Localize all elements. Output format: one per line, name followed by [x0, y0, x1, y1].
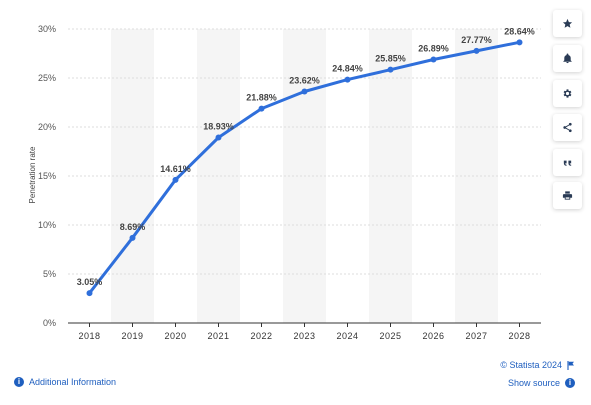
copyright-label: © Statista 2024 — [500, 360, 562, 370]
data-point — [301, 88, 308, 95]
x-tick-label: 2025 — [379, 331, 401, 341]
y-tick-label: 5% — [43, 269, 56, 279]
x-tick-label: 2027 — [465, 331, 487, 341]
y-axis-label: Penetration rate — [28, 146, 37, 203]
data-points — [86, 39, 523, 297]
x-tick-label: 2022 — [250, 331, 272, 341]
data-point — [516, 39, 523, 46]
x-axis-ticks: 2018 2019 2020 2021 2022 2023 2024 2025 2026 2027… — [78, 323, 530, 341]
flag-icon — [567, 360, 574, 370]
x-tick-label: 2023 — [293, 331, 315, 341]
info-icon: i — [565, 378, 575, 388]
share-icon — [563, 122, 572, 133]
notification-button[interactable] — [553, 45, 582, 72]
x-tick-label: 2021 — [207, 331, 229, 341]
additional-information-link[interactable]: i Additional Information — [14, 377, 116, 387]
y-tick-label: 25% — [38, 73, 56, 83]
data-label: 3.05% — [77, 277, 103, 287]
data-point — [129, 234, 136, 241]
favorite-button[interactable] — [553, 10, 582, 37]
data-label: 23.62% — [289, 76, 320, 86]
data-point — [430, 56, 437, 63]
quote-icon — [563, 160, 572, 166]
star-icon — [562, 18, 573, 28]
show-source-link[interactable]: Show source i — [508, 378, 575, 388]
data-label: 27.77% — [461, 35, 492, 45]
x-tick-label: 2028 — [508, 331, 530, 341]
data-label: 25.85% — [375, 54, 406, 64]
print-icon — [562, 191, 573, 200]
data-label: 8.69% — [120, 222, 146, 232]
data-label: 18.93% — [203, 121, 234, 131]
data-label: 24.84% — [332, 64, 363, 74]
print-button[interactable] — [553, 182, 582, 209]
data-label: 21.88% — [246, 93, 277, 103]
data-point — [344, 76, 351, 83]
data-label: 28.64% — [504, 26, 535, 36]
data-point — [172, 176, 179, 183]
x-tick-label: 2024 — [336, 331, 358, 341]
y-tick-label: 15% — [38, 171, 56, 181]
settings-button[interactable] — [553, 80, 582, 107]
data-point — [473, 47, 480, 54]
y-tick-label: 20% — [38, 122, 56, 132]
y-tick-label: 0% — [43, 318, 56, 328]
share-button[interactable] — [553, 114, 582, 141]
info-icon: i — [14, 377, 24, 387]
x-tick-label: 2018 — [78, 331, 100, 341]
data-labels: 3.05% 8.69% 14.61% 18.93% 21.88% 23.62% 24.84%… — [77, 26, 535, 287]
y-axis-ticks: 0% 5% 10% 15% 20% 25% 30% — [38, 24, 56, 328]
y-tick-label: 10% — [38, 220, 56, 230]
gear-icon — [563, 89, 572, 98]
copyright[interactable]: © Statista 2024 — [500, 360, 575, 370]
y-tick-label: 30% — [38, 24, 56, 34]
show-source-label: Show source — [507, 378, 560, 388]
additional-information-label: Additional Information — [29, 377, 117, 387]
data-label: 26.89% — [418, 43, 449, 53]
cite-button[interactable] — [553, 149, 582, 176]
data-point — [258, 105, 265, 112]
data-point — [215, 134, 222, 141]
data-point — [387, 66, 394, 73]
bell-icon — [563, 53, 572, 64]
data-label: 14.61% — [160, 164, 191, 174]
x-tick-label: 2020 — [164, 331, 186, 341]
x-tick-label: 2026 — [422, 331, 444, 341]
x-tick-label: 2019 — [121, 331, 143, 341]
data-point — [86, 290, 93, 297]
